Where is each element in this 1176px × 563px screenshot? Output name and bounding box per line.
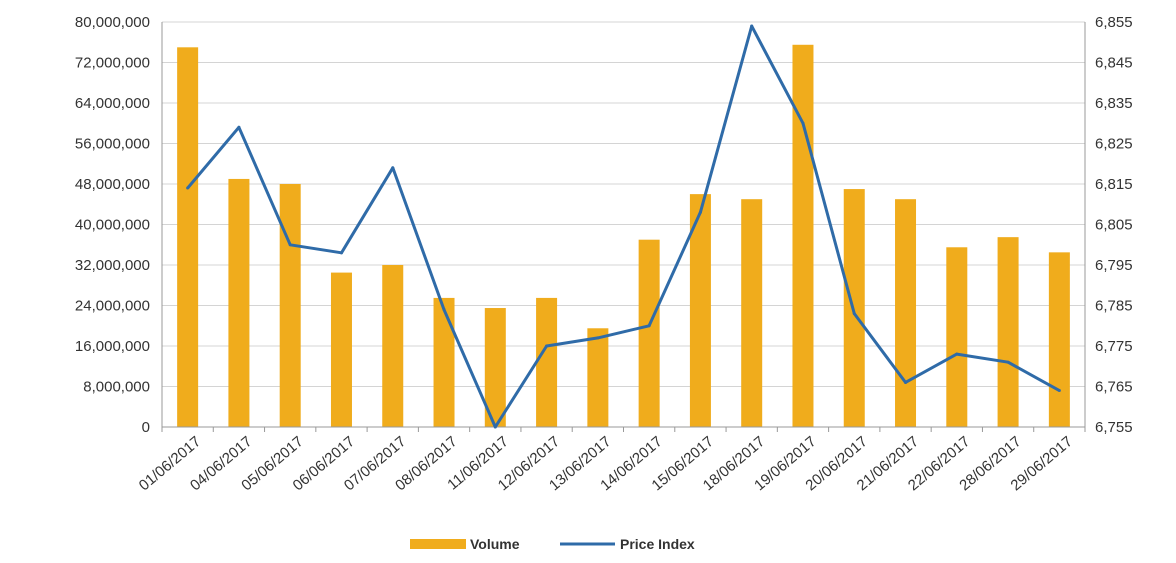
y-left-tick-label: 64,000,000 bbox=[75, 95, 150, 112]
bar-volume bbox=[279, 184, 301, 427]
y-right-tick-label: 6,785 bbox=[1095, 298, 1133, 315]
y-right-tick-label: 6,795 bbox=[1095, 257, 1133, 274]
legend: Volume Price Index bbox=[410, 536, 695, 552]
bar-volume bbox=[382, 265, 404, 427]
left-axis-ticks: 0 8,000,000 16,000,000 24,000,000 32,000,000… bbox=[75, 14, 150, 436]
bar-volume bbox=[228, 178, 250, 427]
y-left-tick-label: 8,000,000 bbox=[83, 379, 150, 396]
point-price-index bbox=[493, 425, 497, 429]
y-right-tick-label: 6,805 bbox=[1095, 217, 1133, 234]
bar-volume bbox=[433, 297, 455, 427]
y-left-tick-label: 48,000,000 bbox=[75, 176, 150, 193]
y-left-tick-label: 80,000,000 bbox=[75, 14, 150, 31]
bar-volume bbox=[484, 308, 506, 427]
bar-volume bbox=[792, 44, 814, 427]
point-price-index bbox=[237, 125, 241, 129]
bar-volume bbox=[330, 272, 352, 427]
y-left-tick-label: 16,000,000 bbox=[75, 338, 150, 355]
point-price-index bbox=[852, 312, 856, 316]
price-index-line-group bbox=[186, 24, 1061, 429]
point-price-index bbox=[1057, 389, 1061, 393]
point-price-index bbox=[801, 121, 805, 125]
point-price-index bbox=[1006, 360, 1010, 364]
y-right-tick-label: 6,855 bbox=[1095, 14, 1133, 31]
bar-volume bbox=[741, 199, 763, 427]
y-right-tick-label: 6,815 bbox=[1095, 176, 1133, 193]
x-axis-ticks: 01/06/201704/06/201705/06/201706/06/2017… bbox=[136, 433, 1076, 494]
y-left-tick-label: 32,000,000 bbox=[75, 257, 150, 274]
bar-volume bbox=[997, 237, 1019, 427]
point-price-index bbox=[647, 324, 651, 328]
bar-volume bbox=[177, 47, 199, 427]
y-right-tick-label: 6,765 bbox=[1095, 379, 1133, 396]
bar-volume bbox=[895, 199, 917, 427]
y-right-tick-label: 6,755 bbox=[1095, 419, 1133, 436]
legend-label-price-index: Price Index bbox=[620, 536, 695, 552]
bar-volume bbox=[587, 328, 609, 427]
y-right-tick-label: 6,835 bbox=[1095, 95, 1133, 112]
bar-volume bbox=[689, 194, 711, 427]
bar-volume bbox=[536, 297, 558, 427]
line-price-index bbox=[186, 24, 1061, 429]
point-price-index bbox=[545, 344, 549, 348]
legend-label-volume: Volume bbox=[470, 536, 520, 552]
point-price-index bbox=[186, 186, 190, 190]
y-left-tick-label: 72,000,000 bbox=[75, 55, 150, 72]
y-left-tick-label: 24,000,000 bbox=[75, 298, 150, 315]
point-price-index bbox=[442, 308, 446, 312]
point-price-index bbox=[904, 380, 908, 384]
axes bbox=[161, 22, 1086, 432]
point-price-index bbox=[698, 210, 702, 214]
point-price-index bbox=[391, 166, 395, 170]
point-price-index bbox=[288, 243, 292, 247]
bar-volume bbox=[638, 239, 660, 427]
point-price-index bbox=[596, 336, 600, 340]
right-axis-ticks: 6,755 6,765 6,775 6,785 6,795 6,805 6,815 6,825… bbox=[1095, 14, 1133, 436]
y-right-tick-label: 6,825 bbox=[1095, 136, 1133, 153]
gridlines bbox=[162, 21, 1085, 428]
y-right-tick-label: 6,845 bbox=[1095, 55, 1133, 72]
y-left-tick-label: 40,000,000 bbox=[75, 217, 150, 234]
point-price-index bbox=[750, 24, 754, 28]
point-price-index bbox=[955, 352, 959, 356]
volume-bars bbox=[177, 44, 1070, 427]
legend-swatch-volume bbox=[410, 539, 466, 549]
y-left-tick-label: 0 bbox=[142, 419, 150, 436]
y-left-tick-label: 56,000,000 bbox=[75, 136, 150, 153]
y-right-tick-label: 6,775 bbox=[1095, 338, 1133, 355]
bar-volume bbox=[1048, 252, 1070, 427]
point-price-index bbox=[339, 251, 343, 255]
bar-volume bbox=[946, 247, 968, 427]
